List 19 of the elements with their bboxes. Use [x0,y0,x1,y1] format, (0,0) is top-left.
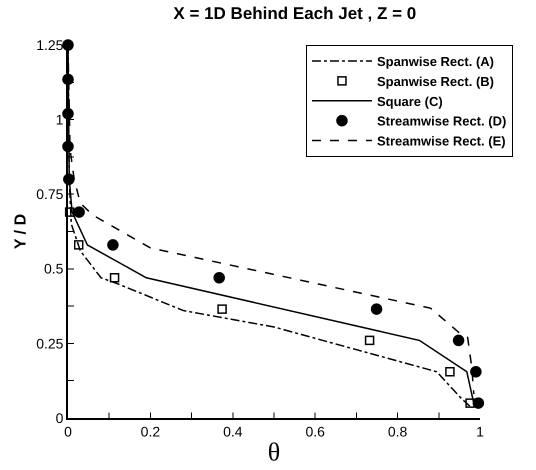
x-tick-label: 0.4 [223,424,243,440]
legend-label: Spanwise Rect. (A) [376,54,494,70]
x-tick-label: 0.8 [388,424,408,440]
legend-label: Spanwise Rect. (B) [376,74,494,89]
legend-label: Streamwise Rect. (D) [376,114,506,129]
y-tick-label: 1.25 [36,36,64,53]
y-tick-label: 0.5 [44,260,64,277]
chart-title: X = 1D Behind Each Jet , Z = 0 [173,4,416,23]
y-tick-label: 0.75 [36,186,64,202]
legend-label: Streamwise Rect. (E) [376,134,506,149]
y-tick-label: 1 [56,112,64,128]
x-tick-label: 0.2 [140,424,160,440]
x-tick-label: 0.6 [305,424,326,440]
y-tick-label: 0.25 [36,335,64,352]
legend-label: Square (C) [376,94,443,109]
x-tick-label: 1 [476,424,484,440]
x-axis-title: θ [268,438,280,467]
y-axis-title: Y / D [12,214,30,250]
y-tick-label: 0 [56,410,64,426]
